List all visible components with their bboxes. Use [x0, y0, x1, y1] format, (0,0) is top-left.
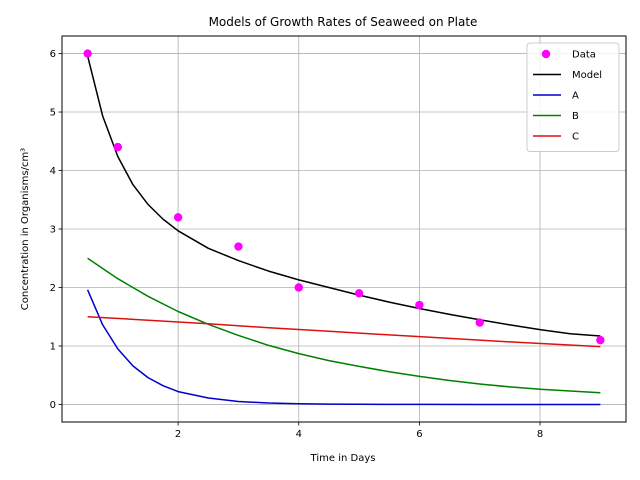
legend-label: Data: [572, 50, 596, 61]
series-line-model: [86, 55, 601, 337]
x-axis: 2 4 6 8: [175, 422, 543, 440]
x-tick-label: 8: [537, 429, 543, 440]
data-point: [113, 142, 122, 152]
legend: Data Model ABC: [526, 42, 620, 152]
series-layer: [86, 55, 601, 406]
legend-label: B: [572, 111, 579, 122]
legend-item: A: [533, 91, 579, 102]
y-tick-label: 0: [50, 400, 56, 411]
y-axis-label: Concentration in Organisms/cm³: [20, 148, 31, 310]
data-point: [234, 242, 243, 251]
y-axis: 0 1 2 3 4 5 6: [50, 49, 62, 411]
chart-title: Models of Growth Rates of Seaweed on Pla…: [209, 15, 478, 29]
series-line-a: [86, 289, 601, 406]
legend-item: B: [533, 111, 579, 122]
data-point: [596, 335, 605, 345]
legend-item: C: [533, 132, 579, 143]
series-line-c: [87, 315, 601, 348]
data-point: [475, 318, 484, 327]
y-tick-label: 3: [50, 225, 56, 236]
data-point: [173, 213, 183, 222]
scatter-layer: [83, 49, 605, 345]
y-tick-label: 1: [50, 341, 56, 352]
y-tick-label: 2: [50, 283, 56, 294]
x-axis-label: Time in Days: [310, 453, 376, 464]
data-point: [83, 49, 92, 58]
x-tick-label: 4: [296, 429, 302, 440]
data-point: [294, 283, 303, 292]
legend-item: Model: [533, 70, 602, 81]
data-point: [354, 289, 364, 298]
y-tick-label: 4: [50, 166, 56, 177]
data-point: [415, 300, 424, 310]
legend-label: A: [572, 91, 579, 102]
legend-label: Model: [572, 70, 602, 81]
legend-label: C: [572, 132, 579, 143]
y-tick-label: 5: [50, 108, 56, 119]
x-tick-label: 6: [416, 429, 422, 440]
x-tick-label: 2: [175, 429, 181, 440]
legend-item: Data: [541, 49, 596, 61]
legend-frame: [526, 42, 620, 152]
legend-marker: [541, 49, 551, 59]
series-line-b: [87, 257, 601, 394]
y-tick-label: 6: [50, 49, 56, 60]
